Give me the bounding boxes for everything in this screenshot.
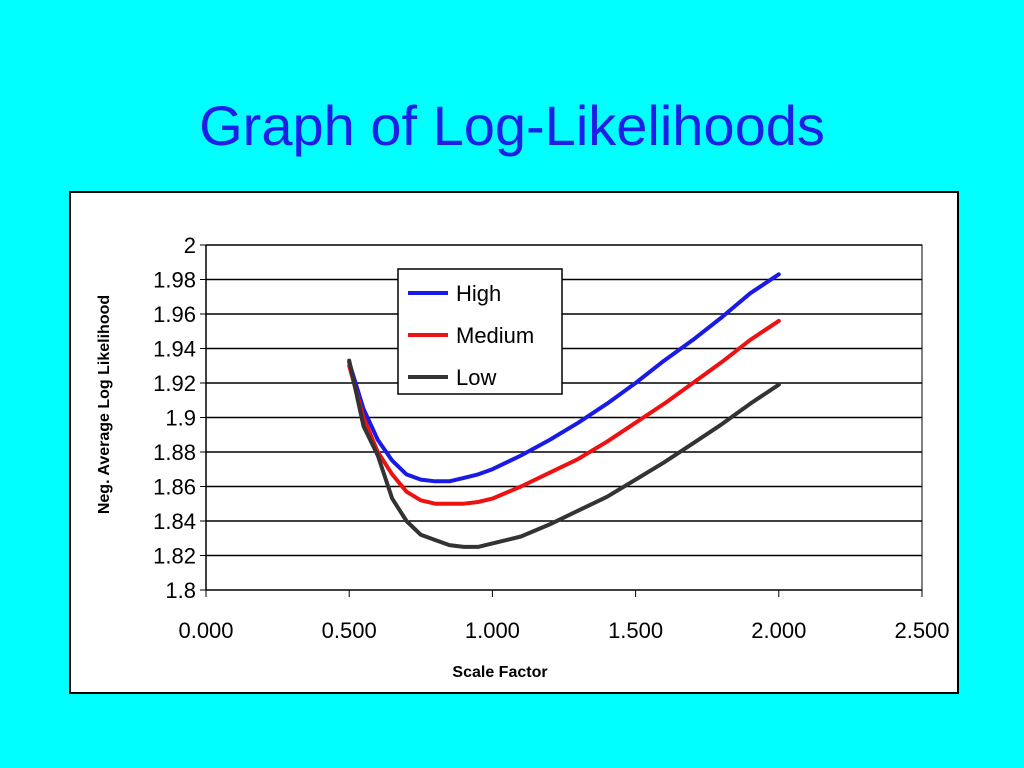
series-line-high	[347, 272, 781, 484]
y-tick-label: 1.82	[153, 544, 196, 569]
y-tick-label: 1.8	[165, 578, 196, 603]
x-tick-label: 1.000	[465, 618, 520, 643]
legend-box	[397, 268, 563, 395]
y-axis-title: Neg. Average Log Likelihood	[96, 295, 113, 514]
series-line-low	[347, 358, 781, 549]
y-tick-label: 1.84	[153, 509, 196, 534]
x-tick-label: 1.500	[608, 618, 663, 643]
chart-frame: 1.8 1.82 1.84 1.86 1.88 1.9 1.92 1.94 1.96 1.98 2 0…	[69, 191, 959, 694]
y-tick-label: 1.94	[153, 337, 196, 362]
x-tick-label: 2.000	[751, 618, 806, 643]
x-tick-label: 0.500	[322, 618, 377, 643]
x-axis-title: Scale Factor	[452, 664, 547, 681]
legend-label-low: Low	[456, 365, 496, 390]
legend-label-medium: Medium	[456, 323, 534, 348]
log-likelihood-chart: 1.8 1.82 1.84 1.86 1.88 1.9 1.92 1.94 1.96 1.98 2 0…	[96, 233, 950, 681]
x-tick-label: 2.500	[894, 618, 949, 643]
series-line-medium	[347, 318, 781, 506]
y-tick-label: 1.92	[153, 371, 196, 396]
y-tick-label: 1.86	[153, 475, 196, 500]
slide-title: Graph of Log-Likelihoods	[199, 94, 825, 157]
y-tick-label: 1.88	[153, 440, 196, 465]
x-tick-label: 0.000	[178, 618, 233, 643]
y-tick-label: 2	[184, 233, 196, 258]
y-tick-label: 1.98	[153, 268, 196, 293]
legend-label-high: High	[456, 281, 501, 306]
y-tick-label: 1.96	[153, 302, 196, 327]
y-tick-label: 1.9	[165, 406, 196, 431]
